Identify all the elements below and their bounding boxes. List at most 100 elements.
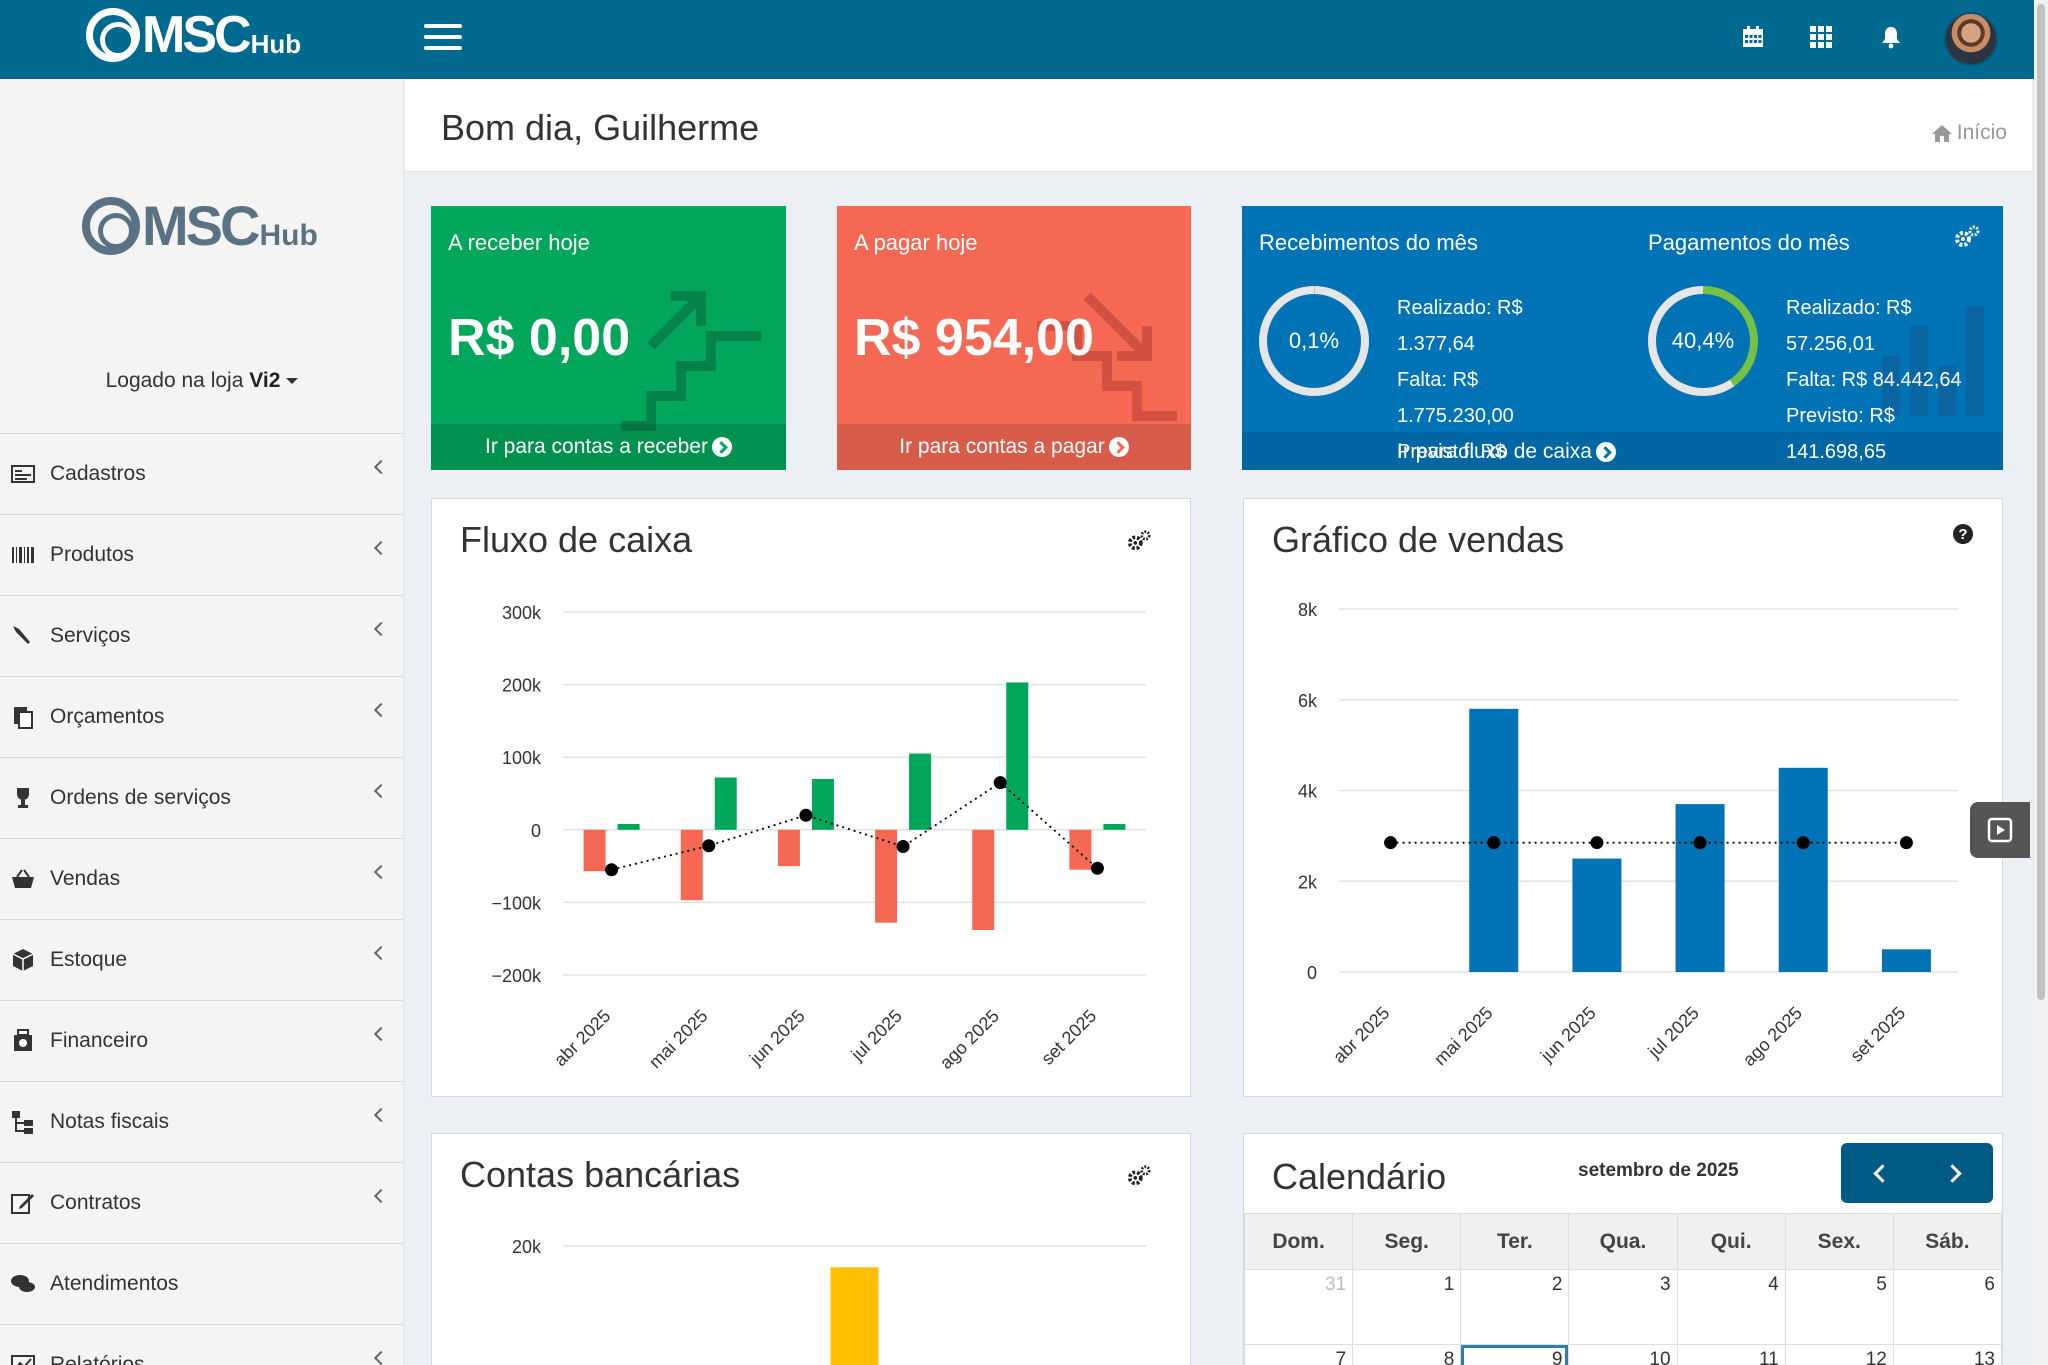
data-point[interactable] — [1384, 836, 1398, 850]
sidebar-item-financeiro[interactable]: Financeiro — [0, 1000, 404, 1081]
breadcrumb-home[interactable]: Início — [1931, 121, 2007, 145]
calendar-day[interactable]: 4 — [1676, 1269, 1786, 1345]
bank-accounts-settings-button[interactable] — [1126, 1164, 1152, 1193]
sidebar-item-relatorios[interactable]: Relatórios — [0, 1324, 404, 1365]
y-tick-label: 300k — [502, 603, 542, 623]
go-to-payables-link[interactable]: Ir para contas a pagar — [837, 424, 1191, 470]
data-point[interactable] — [1090, 861, 1104, 875]
data-point[interactable] — [1796, 836, 1810, 850]
sidebar-item-atendimentos[interactable]: Atendimentos — [0, 1243, 404, 1324]
calendar-day[interactable]: 6 — [1892, 1269, 2002, 1345]
calendar-day[interactable]: 31 — [1244, 1269, 1354, 1345]
bar[interactable] — [811, 778, 834, 830]
bar[interactable] — [972, 829, 995, 930]
calendar-day[interactable]: 12 — [1784, 1344, 1894, 1365]
calendar-day[interactable]: 3 — [1568, 1269, 1678, 1345]
brand-logo[interactable]: MSC Hub — [86, 8, 301, 62]
sales-help-button[interactable]: ? — [1952, 523, 1974, 550]
gears-icon — [1127, 530, 1151, 551]
chevron-left-icon — [373, 459, 389, 475]
y-tick-label: 200k — [502, 676, 542, 696]
bar[interactable] — [875, 829, 898, 923]
help-icon: ? — [1953, 524, 1973, 544]
calendar-day[interactable]: 9 — [1460, 1344, 1570, 1365]
sidebar-item-ordens-de-servicos[interactable]: Ordens de serviços — [0, 757, 404, 838]
chevron-left-icon — [373, 702, 389, 718]
chevron-left-icon — [373, 864, 389, 880]
calendar-day[interactable]: 11 — [1676, 1344, 1786, 1365]
sidebar-item-produtos[interactable]: Produtos — [0, 514, 404, 595]
bar[interactable] — [680, 829, 703, 901]
home-icon — [1931, 125, 1952, 142]
y-tick-label: 8k — [1298, 600, 1318, 620]
data-point[interactable] — [896, 839, 910, 853]
calendar-day[interactable]: 1 — [1352, 1269, 1462, 1345]
store-name: Vi2 — [249, 369, 281, 392]
data-point[interactable] — [993, 776, 1007, 790]
bar[interactable] — [830, 1267, 879, 1365]
cashflow-settings-button[interactable] — [1126, 529, 1152, 558]
bar[interactable] — [1572, 858, 1622, 972]
data-point[interactable] — [702, 839, 716, 853]
control-sidebar-toggle[interactable] — [1970, 802, 2030, 858]
calendar-weekday: Dom. — [1244, 1213, 1354, 1270]
page-scrollbar[interactable] — [2034, 0, 2048, 1365]
user-avatar[interactable] — [1944, 12, 1998, 66]
sidebar-item-label: Contratos — [50, 1191, 142, 1214]
bar[interactable] — [909, 753, 932, 830]
sidebar-item-contratos[interactable]: Contratos — [0, 1162, 404, 1243]
bar[interactable] — [583, 829, 606, 872]
calendar-prev-button[interactable] — [1841, 1143, 1917, 1203]
sidebar-item-orcamentos[interactable]: Orçamentos — [0, 676, 404, 757]
apps-button[interactable] — [1806, 22, 1836, 52]
data-point[interactable] — [605, 863, 619, 877]
tile-value: R$ 0,00 — [448, 309, 631, 367]
sidebar-item-vendas[interactable]: Vendas — [0, 838, 404, 919]
data-point[interactable] — [799, 808, 813, 822]
calendar-day[interactable]: 8 — [1352, 1344, 1462, 1365]
bar[interactable] — [1881, 949, 1931, 972]
data-point[interactable] — [1487, 836, 1501, 850]
month-settings-button[interactable] — [1953, 224, 1981, 255]
calendar-day[interactable]: 7 — [1244, 1344, 1354, 1365]
calendar-button[interactable] — [1738, 22, 1768, 52]
sidebar-toggle-button[interactable] — [420, 20, 466, 58]
calendar-day[interactable]: 5 — [1784, 1269, 1894, 1345]
documents-icon — [10, 704, 36, 730]
store-selector[interactable]: Logado na loja Vi2 — [0, 369, 404, 393]
detail-line: Realizado: R$ — [1786, 297, 1912, 319]
bar[interactable] — [1006, 682, 1029, 830]
sidebar-item-cadastros[interactable]: Cadastros — [0, 433, 404, 514]
bar[interactable] — [714, 777, 737, 830]
payments-progress-donut: 40,4% — [1648, 286, 1758, 396]
scrollbar-thumb[interactable] — [2037, 4, 2045, 1000]
calendar-day[interactable]: 2 — [1460, 1269, 1570, 1345]
calendar-next-button[interactable] — [1917, 1143, 1993, 1203]
calendar-day[interactable]: 10 — [1568, 1344, 1678, 1365]
sidebar-item-label: Estoque — [50, 948, 128, 971]
caret-down-icon — [286, 378, 299, 385]
bar[interactable] — [1069, 829, 1092, 870]
bar[interactable] — [777, 829, 800, 867]
sidebar-item-servicos[interactable]: Serviços — [0, 595, 404, 676]
receivable-today-tile: A receber hoje R$ 0,00 Ir para contas a … — [431, 206, 786, 470]
notifications-button[interactable] — [1876, 22, 1906, 52]
calendar-day[interactable]: 13 — [1892, 1344, 2002, 1365]
bar[interactable] — [617, 823, 640, 830]
go-to-cashflow-link[interactable]: Ir para fluxo de caixa — [1397, 440, 1616, 464]
go-to-receivables-link[interactable]: Ir para contas a receber — [431, 424, 786, 470]
tile-value: R$ 954,00 — [854, 309, 1094, 367]
data-point[interactable] — [1590, 836, 1604, 850]
hamburger-line — [424, 46, 462, 50]
bar[interactable] — [1675, 804, 1725, 972]
receipts-progress-donut: 0,1% — [1259, 286, 1369, 396]
sidebar-item-notas-fiscais[interactable]: Notas fiscais — [0, 1081, 404, 1162]
data-point[interactable] — [1693, 836, 1707, 850]
detail-line: Falta: R$ — [1397, 369, 1479, 391]
bar[interactable] — [1778, 767, 1828, 972]
payments-details: Realizado: R$ 57.256,01 Falta: R$ 84.442,6… — [1786, 290, 1962, 470]
bar[interactable] — [1103, 823, 1126, 830]
data-point[interactable] — [1899, 836, 1913, 850]
sidebar-item-estoque[interactable]: Estoque — [0, 919, 404, 1000]
gears-icon — [1127, 1165, 1151, 1186]
